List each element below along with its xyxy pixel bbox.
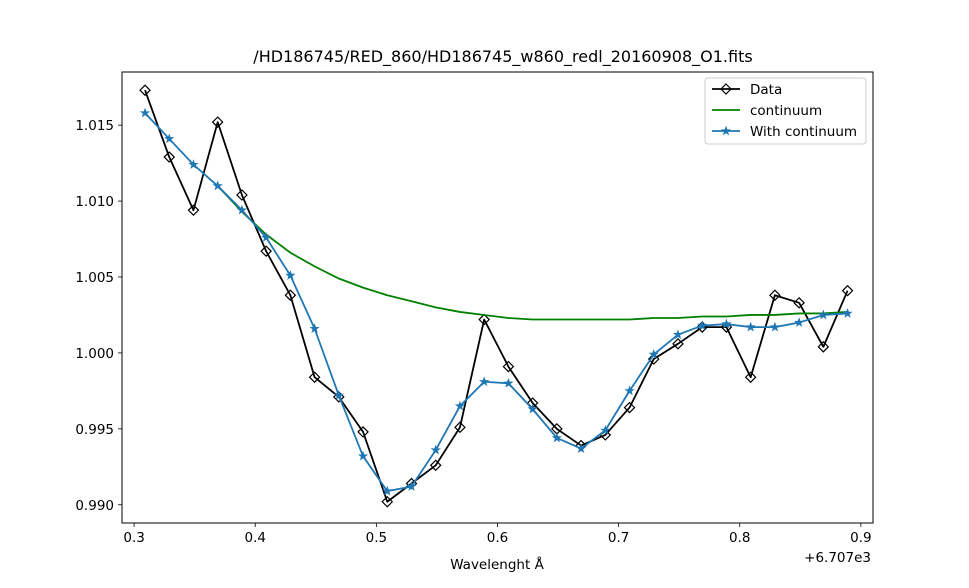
y-tick-label: 1.000 <box>75 346 114 362</box>
data-point <box>211 116 224 128</box>
legend-data-marker <box>720 83 732 95</box>
continuum-line <box>217 185 848 321</box>
data-point <box>647 353 660 365</box>
x-tick-label: 0.8 <box>729 530 750 546</box>
data-point <box>502 360 515 373</box>
with-continuum-point <box>164 133 175 144</box>
x-tick-label: 0.5 <box>366 530 387 546</box>
with-continuum-point <box>406 481 417 491</box>
data-point <box>139 84 151 97</box>
x-axis-offset-label: +6.707e3 <box>804 550 871 566</box>
with-continuum-point <box>527 403 538 414</box>
x-tick-label: 0.3 <box>123 530 144 546</box>
with-continuum-point <box>503 377 514 388</box>
legend: Data continuum With continuum <box>704 77 867 145</box>
x-axis-label: Wavelenght Å <box>450 556 544 573</box>
with-continuum-point <box>721 318 732 329</box>
with-continuum-point <box>600 424 611 435</box>
with-continuum-point <box>575 443 587 453</box>
x-tick-label: 0.6 <box>487 530 508 546</box>
x-tick-label: 0.9 <box>850 530 871 546</box>
data-line <box>144 89 849 503</box>
chart-title: /HD186745/RED_860/HD186745_w860_redl_201… <box>253 47 752 67</box>
data-point <box>163 151 176 163</box>
data-point <box>284 289 297 302</box>
data-point <box>429 459 442 472</box>
data-point <box>744 371 757 384</box>
with-continuum-point <box>551 432 562 443</box>
y-tick-label: 0.995 <box>75 422 114 438</box>
with-continuum-point <box>212 180 223 191</box>
with-continuum-point <box>261 232 272 242</box>
data-point <box>260 245 272 258</box>
legend-data-label: Data <box>750 82 782 98</box>
x-tick-label: 0.7 <box>608 530 629 546</box>
data-point <box>357 426 369 438</box>
legend-continuum-label: continuum <box>750 103 822 119</box>
with-continuum-point <box>236 204 248 215</box>
with-continuum-point <box>769 321 781 332</box>
legend-with-continuum-label: With continuum <box>750 124 857 140</box>
with-continuum-point <box>454 400 466 411</box>
with-continuum-point <box>188 159 199 170</box>
legend-box <box>704 77 867 145</box>
data-point <box>672 337 684 350</box>
y-tick-label: 1.015 <box>75 118 114 134</box>
with-continuum-point <box>793 317 805 327</box>
y-tick-label: 1.010 <box>75 194 114 210</box>
with-continuum-point <box>357 450 369 461</box>
with-continuum-point <box>479 376 490 387</box>
with-continuum-point <box>309 323 320 334</box>
with-continuum-point <box>697 320 708 330</box>
y-axis: 0.990 0.995 1.000 1.005 1.010 1.015 <box>75 118 122 514</box>
with-continuum-line <box>144 112 848 493</box>
with-continuum-point <box>430 444 441 455</box>
data-point <box>817 341 830 353</box>
data-point <box>381 495 394 508</box>
with-continuum-point <box>139 107 151 118</box>
data-point <box>236 189 248 201</box>
data-point <box>478 313 491 326</box>
y-tick-label: 0.990 <box>75 498 114 514</box>
legend-with-continuum-marker <box>720 125 732 136</box>
x-axis: 0.3 0.4 0.5 0.6 0.7 0.8 0.9 <box>123 523 872 546</box>
data-point <box>769 289 781 302</box>
data-point <box>623 401 636 414</box>
with-continuum-point <box>285 270 296 280</box>
data-point <box>454 421 466 434</box>
data-point <box>841 284 854 297</box>
with-continuum-point <box>745 321 756 332</box>
series-layer <box>139 84 854 508</box>
data-point <box>720 321 733 333</box>
with-continuum-point <box>382 485 393 496</box>
data-point <box>308 371 321 384</box>
data-point <box>332 391 345 403</box>
with-continuum-point <box>672 329 684 340</box>
with-continuum-point <box>333 390 344 400</box>
with-continuum-point <box>648 349 659 359</box>
data-point <box>187 204 200 217</box>
with-continuum-point <box>624 385 635 396</box>
y-tick-label: 1.005 <box>75 270 114 286</box>
with-continuum-point <box>842 308 853 318</box>
x-tick-label: 0.4 <box>244 530 265 546</box>
with-continuum-point <box>818 309 829 320</box>
data-point <box>793 296 805 309</box>
